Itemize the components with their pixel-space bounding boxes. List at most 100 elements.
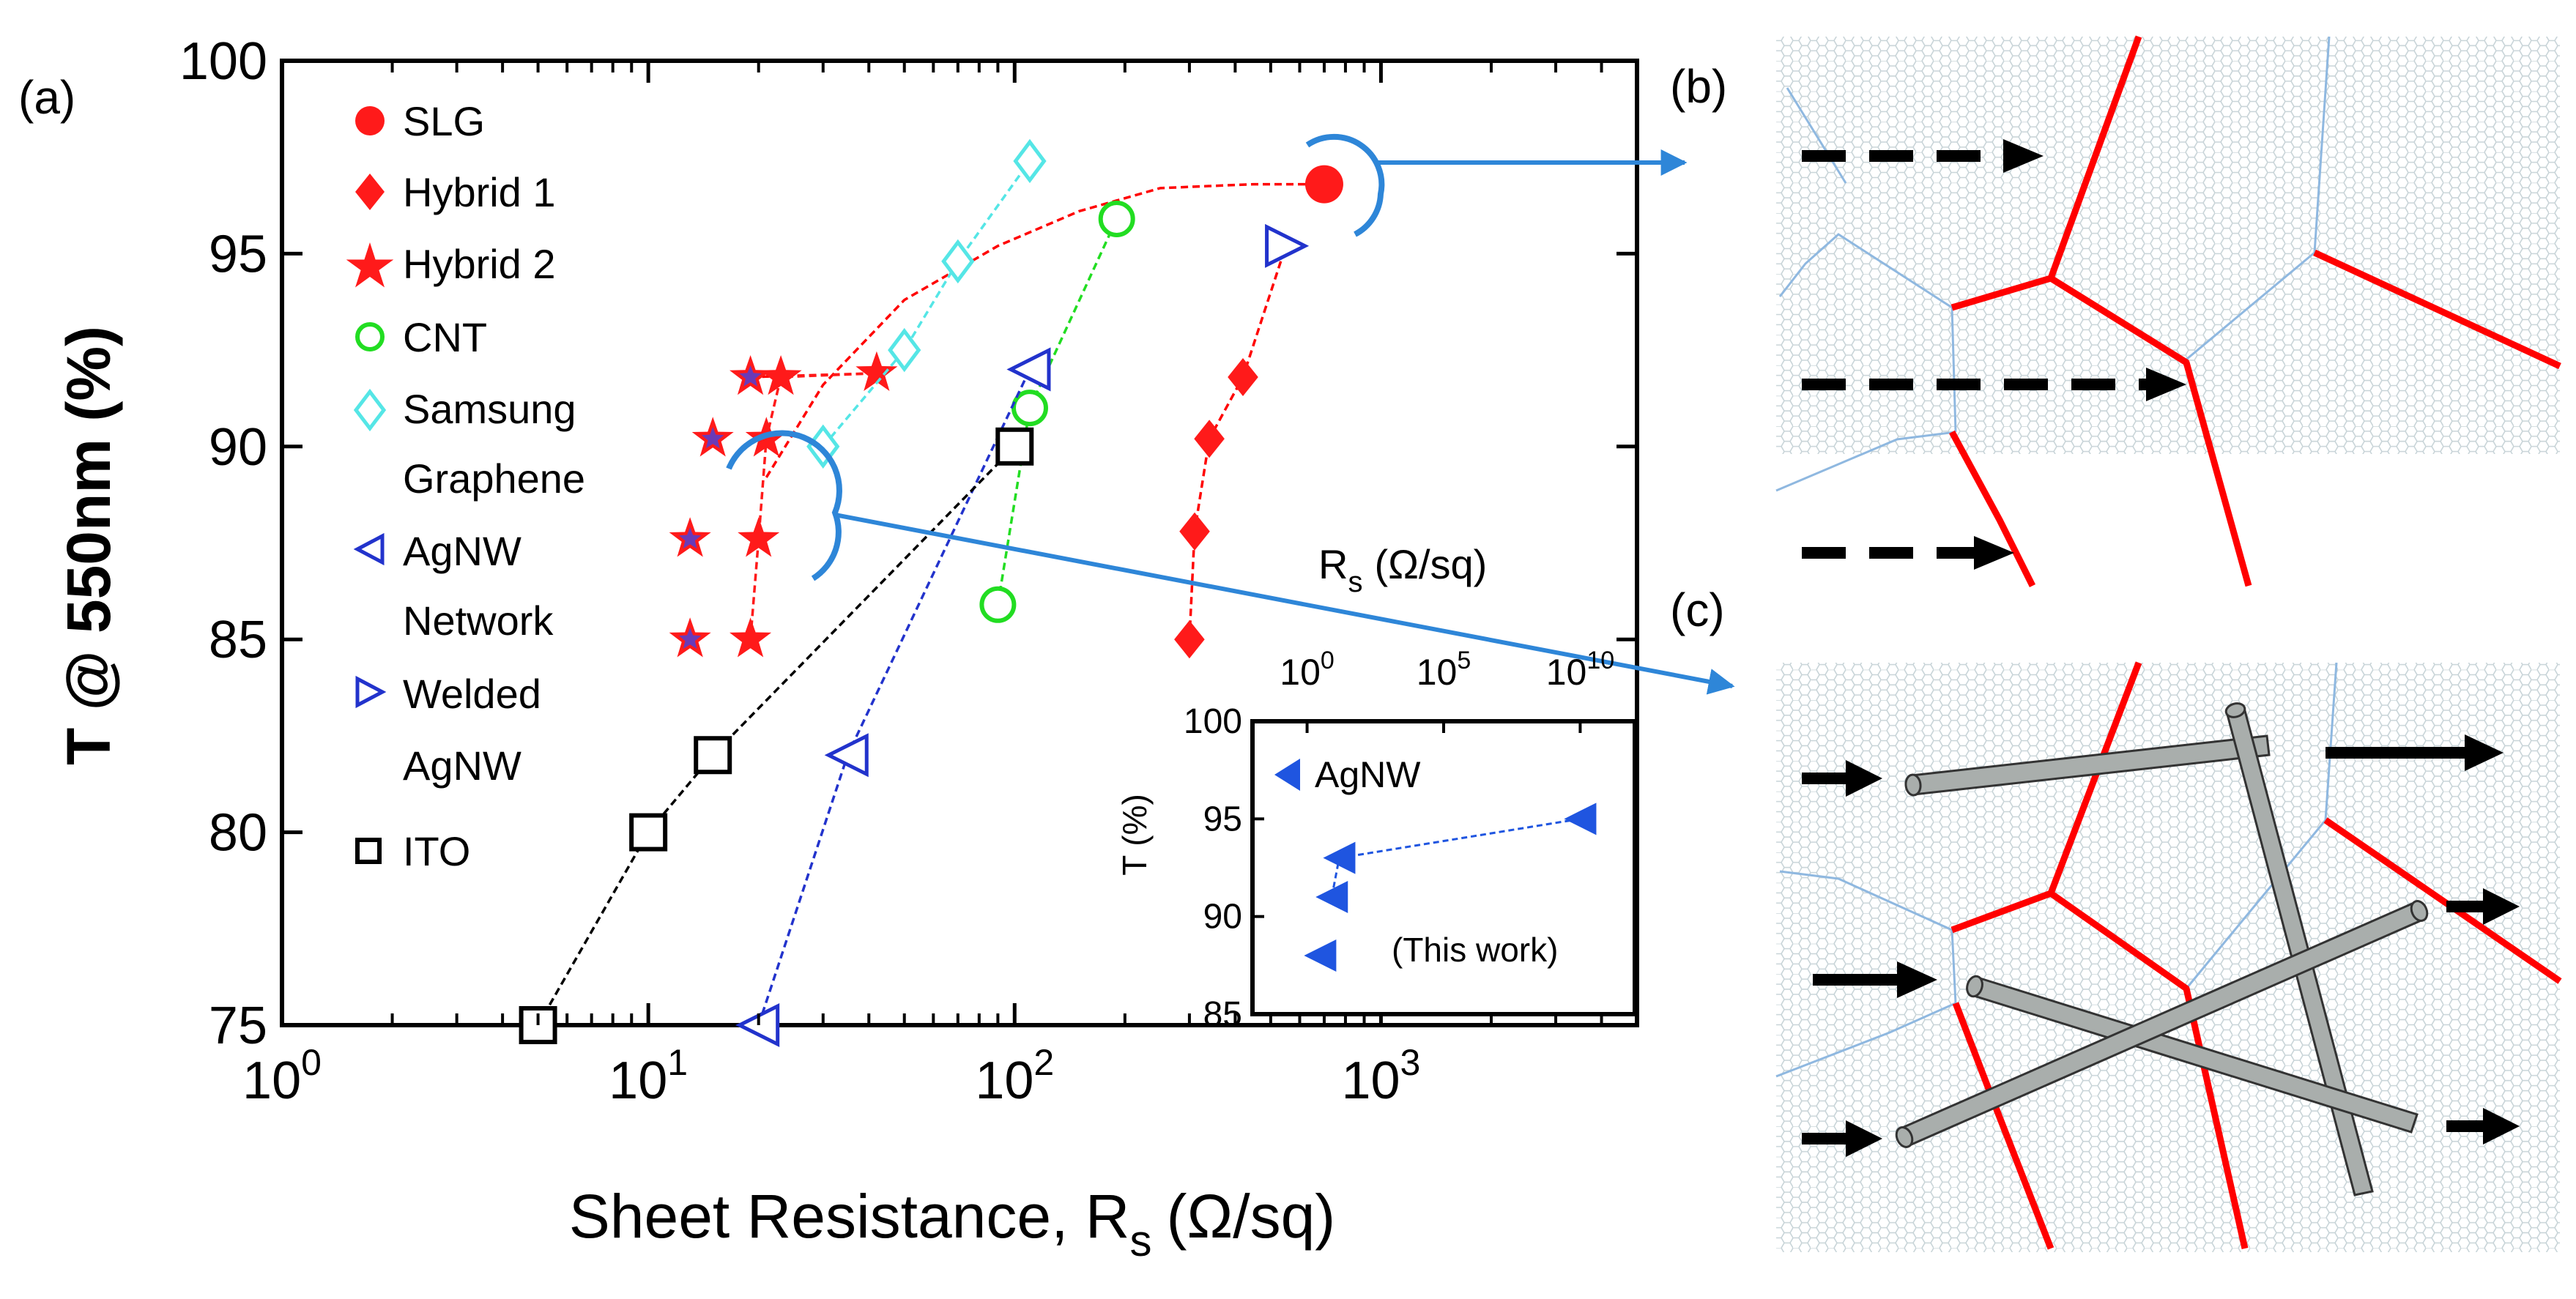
inset-x-tick-label-5: 105 [1417,647,1471,693]
inset-y-tick-label-85: 85 [1203,995,1242,1034]
arrow-out-3 [2446,1108,2520,1144]
legend-label-cnt: CNT [403,314,487,360]
legend-item-samsung-graphene: Samsung Graphene [353,386,585,502]
series-hybrid-2 [730,351,898,658]
inset-point-1 [1315,881,1348,913]
legend-label-samsung: Samsung [403,386,576,432]
panel-label-c: (c) [1670,584,1725,636]
point-ito-3 [995,427,1034,466]
series-samsung-graphene [806,138,1047,469]
series-line-agnw-network [757,368,1031,1026]
point-samsung-graphene-1 [888,327,921,373]
inset-x-tick-exp-10: 10 [1586,647,1614,674]
inset-frame [1250,719,1637,1016]
point-hybrid-1-3 [1228,357,1258,396]
legend-label-hybrid2: Hybrid 2 [403,241,556,287]
legend-label-welded: Welded [403,671,541,717]
inset-y-tick-label-100: 100 [1184,702,1242,741]
inset-x-tick-base-10: 10 [1546,652,1587,693]
inset-point-2 [1323,841,1356,874]
legend-label-hybrid1: Hybrid 1 [403,169,556,215]
x-tick-exp-1: 1 [667,1042,688,1083]
panel-b-thick-grain-boundaries [1949,35,2561,588]
point-hybrid-2-3 [760,355,802,395]
inset-y-axis-label: T (%) [1116,794,1154,876]
point-agnw-network-1 [824,733,869,778]
panel-b-illustration [1775,35,2561,588]
x-tick-label-0: 100 [242,1042,322,1110]
hybrid2-highlight-bracket [726,430,842,581]
point-cnt-2 [1098,200,1135,237]
inset-legend-marker-agnw [1274,759,1300,791]
y-axis-label: T @ 550nm (%) [54,326,123,765]
legend-item-welded-agnw: Welded AgNW [355,671,541,789]
legend-marker-hybrid1 [355,174,385,210]
y-tick-label-85: 85 [209,611,267,669]
legend-marker-agnw-network [353,532,385,566]
legend-label-slg: SLG [403,98,485,144]
inset-y-tick-label-90: 90 [1203,898,1242,937]
legend-item-cnt: CNT [355,314,487,360]
point-agnw-network-2 [1006,347,1051,392]
plot-frame [280,59,1639,1027]
inset-series-agnw [1304,803,1597,972]
x-tick-exp-3: 3 [1400,1042,1421,1083]
panel-c-silver-nanowires [1895,702,2429,1196]
point-hybrid-2-doped-1-core [678,527,702,549]
point-hybrid-1-0 [1174,620,1205,659]
x-tick-label-1: 101 [609,1042,688,1110]
legend-item-slg: SLG [355,98,485,144]
point-hybrid-2-doped-3 [730,355,772,395]
legend-label-agnw: AgNW [403,528,521,574]
series-slg [1304,165,1343,204]
inset-x-tick-base-5: 10 [1417,652,1458,693]
x-tick-base-0: 10 [242,1052,301,1110]
legend-label-welded-agnw: AgNW [403,742,521,789]
series-welded-agnw [1265,223,1310,268]
legend: SLG Hybrid 1 Hybrid 2 CNT Samsung Graphe… [346,98,585,874]
series-ito [519,427,1034,1044]
panel-b-current-arrows [1802,139,2186,570]
x-tick-exp-2: 2 [1033,1042,1054,1083]
point-samsung-graphene-2 [941,239,975,284]
legend-item-agnw-network: AgNW Network [353,528,554,644]
arrow-out-2 [2446,888,2520,925]
legend-marker-samsung [353,388,387,432]
series-line-samsung-graphene [822,160,1031,447]
point-hybrid-2-0 [730,617,772,658]
legend-label-ito: ITO [403,828,470,874]
legend-marker-welded-agnw [355,675,387,709]
series-hybrid-2-doped [669,355,772,658]
panel-label-b: (b) [1670,60,1727,113]
x-tick-base-3: 10 [1341,1052,1400,1110]
panel-b-dashed-arrow-middle [1802,368,2186,401]
point-samsung-graphene-3 [1013,138,1047,184]
y-tick-label-90: 90 [209,418,267,477]
slg-highlight-bracket [1305,133,1385,237]
panel-c-current-arrows [1802,734,2520,1157]
panel-label-a: (a) [18,71,75,124]
arrow-to-panel-c [834,513,1735,695]
point-hybrid-2-doped-2-core [702,427,724,449]
inset-point-3 [1564,803,1597,835]
series-line-ito [537,445,1016,1026]
arrow-in-2 [1813,961,1937,998]
arrow-out-1 [2326,734,2503,771]
point-hybrid-2-doped-1 [669,517,711,557]
series-agnw-network [735,347,1051,1048]
series-line-hybrid-2 [749,371,877,640]
inset-legend-label-agnw: AgNW [1315,754,1421,795]
inset-series-line [1339,817,1581,860]
point-hybrid-1-1 [1179,512,1210,551]
point-slg-0 [1304,165,1343,204]
series-hybrid-1 [1174,357,1258,659]
point-ito-1 [629,813,668,852]
x-tick-exp-0: 0 [301,1042,322,1083]
legend-marker-hybrid2 [346,242,394,288]
inset-x-tick-exp-5: 5 [1457,647,1471,674]
